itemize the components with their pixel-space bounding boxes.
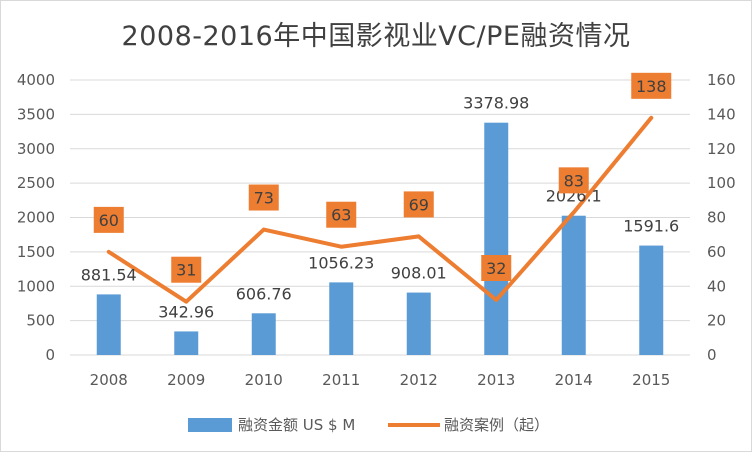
bar-data-label: 342.96 (158, 302, 214, 321)
chart-title: 2008-2016年中国影视业VC/PE融资情况 (121, 21, 631, 52)
line-data-label: 83 (564, 171, 584, 190)
line-label-box (326, 201, 357, 228)
legend-label-line: 融资案例（起） (444, 416, 549, 434)
line-label-box (171, 256, 202, 283)
line-data-label: 73 (254, 189, 274, 208)
right-axis-tick: 40 (707, 277, 726, 295)
x-axis-tick: 2015 (632, 371, 670, 389)
line-point (572, 210, 576, 214)
legend-swatch-bar (188, 418, 232, 432)
legend: 融资金额 US $ M 融资案例（起） (188, 416, 549, 434)
bar-data-label: 908.01 (391, 264, 447, 283)
x-axis-tick: 2014 (555, 371, 593, 389)
line-point (184, 300, 188, 304)
line-data-label: 32 (486, 259, 506, 278)
x-axis-tick: 2009 (167, 371, 205, 389)
left-axis-tick: 2500 (17, 174, 55, 192)
bar (329, 282, 354, 355)
line-point (339, 245, 343, 249)
x-axis-tick: 2008 (90, 371, 128, 389)
left-axis-tick: 0 (45, 346, 55, 364)
line-label-box (481, 255, 512, 281)
line-data-label: 60 (99, 211, 119, 230)
left-axis-tick: 500 (26, 312, 55, 330)
bar-series (96, 122, 664, 355)
line-point (107, 250, 111, 254)
right-axis-tick: 160 (707, 71, 736, 89)
bar-data-label: 3378.98 (463, 94, 529, 113)
line-label-box (558, 167, 589, 194)
left-axis-tick: 1500 (17, 243, 55, 261)
line-label-box (403, 191, 434, 218)
line-point (417, 234, 421, 238)
bar-data-label: 1056.23 (308, 253, 374, 272)
x-axis-tick: 2011 (322, 371, 360, 389)
line-series (106, 115, 654, 304)
bar-data-label: 606.76 (236, 284, 292, 303)
left-axis-tick: 3500 (17, 105, 55, 123)
line-point (262, 228, 266, 232)
x-axis-tick: 2013 (477, 371, 515, 389)
line-label-box (631, 72, 672, 99)
right-axis-tick: 20 (707, 312, 726, 330)
line-path (106, 115, 654, 304)
legend-label-bar: 融资金额 US $ M (238, 416, 355, 434)
right-axis-tick: 60 (707, 243, 726, 261)
data-labels: 881.54342.96606.761056.23908.013378.9820… (81, 72, 679, 321)
axis-ticks: 0 500 1000 1500 2000 2500 3000 3500 4000 0 20 40 60 8… (17, 71, 736, 389)
bar-data-label: 881.54 (81, 265, 137, 284)
bar (484, 122, 509, 355)
left-axis-tick: 3000 (17, 140, 55, 158)
bar (406, 292, 431, 355)
line-data-label: 63 (331, 206, 351, 225)
line-data-label: 31 (176, 261, 196, 280)
left-axis-tick: 1000 (17, 277, 55, 295)
line-point (649, 116, 653, 120)
left-axis-tick: 2000 (17, 209, 55, 227)
line-point (494, 298, 498, 302)
bar (639, 245, 664, 355)
right-axis-tick: 0 (707, 346, 717, 364)
x-axis-tick: 2012 (400, 371, 438, 389)
x-axis-tick: 2010 (245, 371, 283, 389)
right-axis-tick: 80 (707, 209, 726, 227)
bar (96, 294, 121, 355)
right-axis-tick: 100 (707, 174, 736, 192)
line-data-label: 69 (409, 195, 429, 214)
right-axis-tick: 120 (707, 140, 736, 158)
bar (561, 215, 586, 355)
line-label-box (93, 206, 124, 233)
line-data-label: 138 (636, 77, 667, 96)
bar (251, 313, 276, 355)
bar (174, 331, 199, 355)
line-label-box (248, 184, 279, 211)
right-axis-tick: 140 (707, 105, 736, 123)
bar-data-label: 1591.6 (623, 217, 679, 236)
left-axis-tick: 4000 (17, 71, 55, 89)
